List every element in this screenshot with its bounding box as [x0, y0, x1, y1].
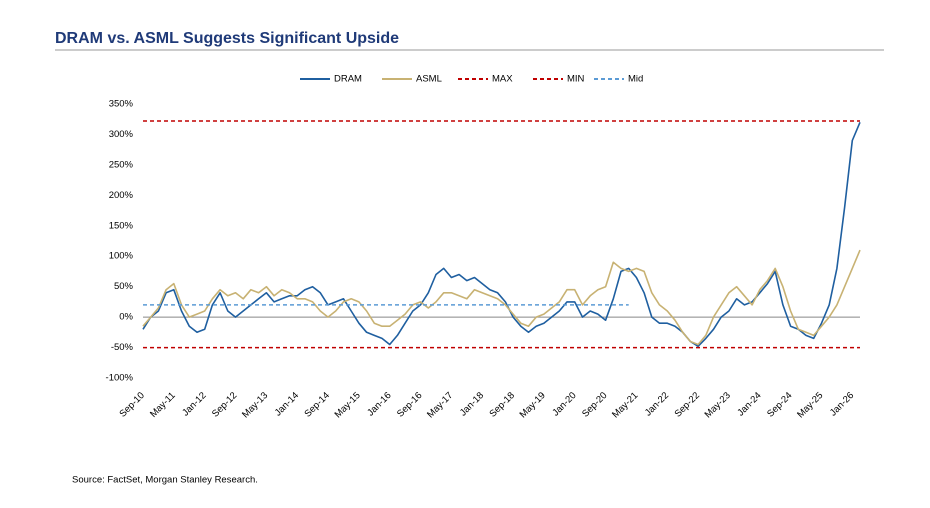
y-tick-label: 0%	[119, 312, 133, 323]
x-tick-label: May-11	[148, 390, 178, 420]
y-tick-label: 250%	[109, 159, 134, 170]
legend-label: MAX	[492, 74, 513, 85]
legend-label: MIN	[567, 74, 585, 85]
x-tick-label: Sep-12	[210, 390, 239, 419]
x-tick-label: Sep-18	[488, 390, 517, 419]
x-tick-label: Sep-10	[117, 390, 146, 419]
source-note: Source: FactSet, Morgan Stanley Research…	[72, 475, 258, 486]
y-tick-label: 350%	[109, 99, 134, 110]
x-tick-label: May-21	[610, 390, 640, 420]
x-tick-label: May-25	[795, 390, 825, 420]
x-tick-label: May-15	[333, 390, 363, 420]
x-tick-label: Sep-24	[765, 390, 794, 419]
y-tick-label: 300%	[109, 129, 134, 140]
x-tick-label: Jan-24	[735, 390, 763, 418]
x-tick-label: Sep-20	[580, 390, 609, 419]
x-tick-label: May-13	[240, 390, 270, 420]
x-tick-label: Jan-26	[828, 390, 856, 418]
x-tick-label: Sep-14	[302, 390, 331, 419]
x-tick-label: Jan-20	[550, 390, 578, 418]
legend-label: DRAM	[334, 74, 362, 85]
x-tick-label: Jan-12	[180, 390, 208, 418]
x-tick-label: Jan-18	[458, 390, 486, 418]
x-tick-label: Sep-22	[673, 390, 702, 419]
x-tick-label: May-17	[425, 390, 455, 420]
y-tick-label: 50%	[114, 281, 134, 292]
y-tick-label: -100%	[106, 373, 134, 384]
y-tick-label: 100%	[109, 251, 134, 262]
legend-label: Mid	[628, 74, 643, 85]
x-tick-label: May-19	[518, 390, 548, 420]
x-tick-label: Jan-16	[365, 390, 393, 418]
y-tick-label: -50%	[111, 342, 134, 353]
x-tick-label: May-23	[703, 390, 733, 420]
x-tick-label: Jan-22	[643, 390, 671, 418]
legend-label: ASML	[416, 74, 442, 85]
chart-title: DRAM vs. ASML Suggests Significant Upsid…	[55, 30, 399, 47]
series-line	[142, 121, 861, 348]
x-tick-label: Sep-16	[395, 390, 424, 419]
x-tick-label: Jan-14	[273, 390, 301, 418]
y-tick-label: 200%	[109, 190, 134, 201]
series-line	[142, 249, 861, 346]
y-tick-label: 150%	[109, 220, 134, 231]
